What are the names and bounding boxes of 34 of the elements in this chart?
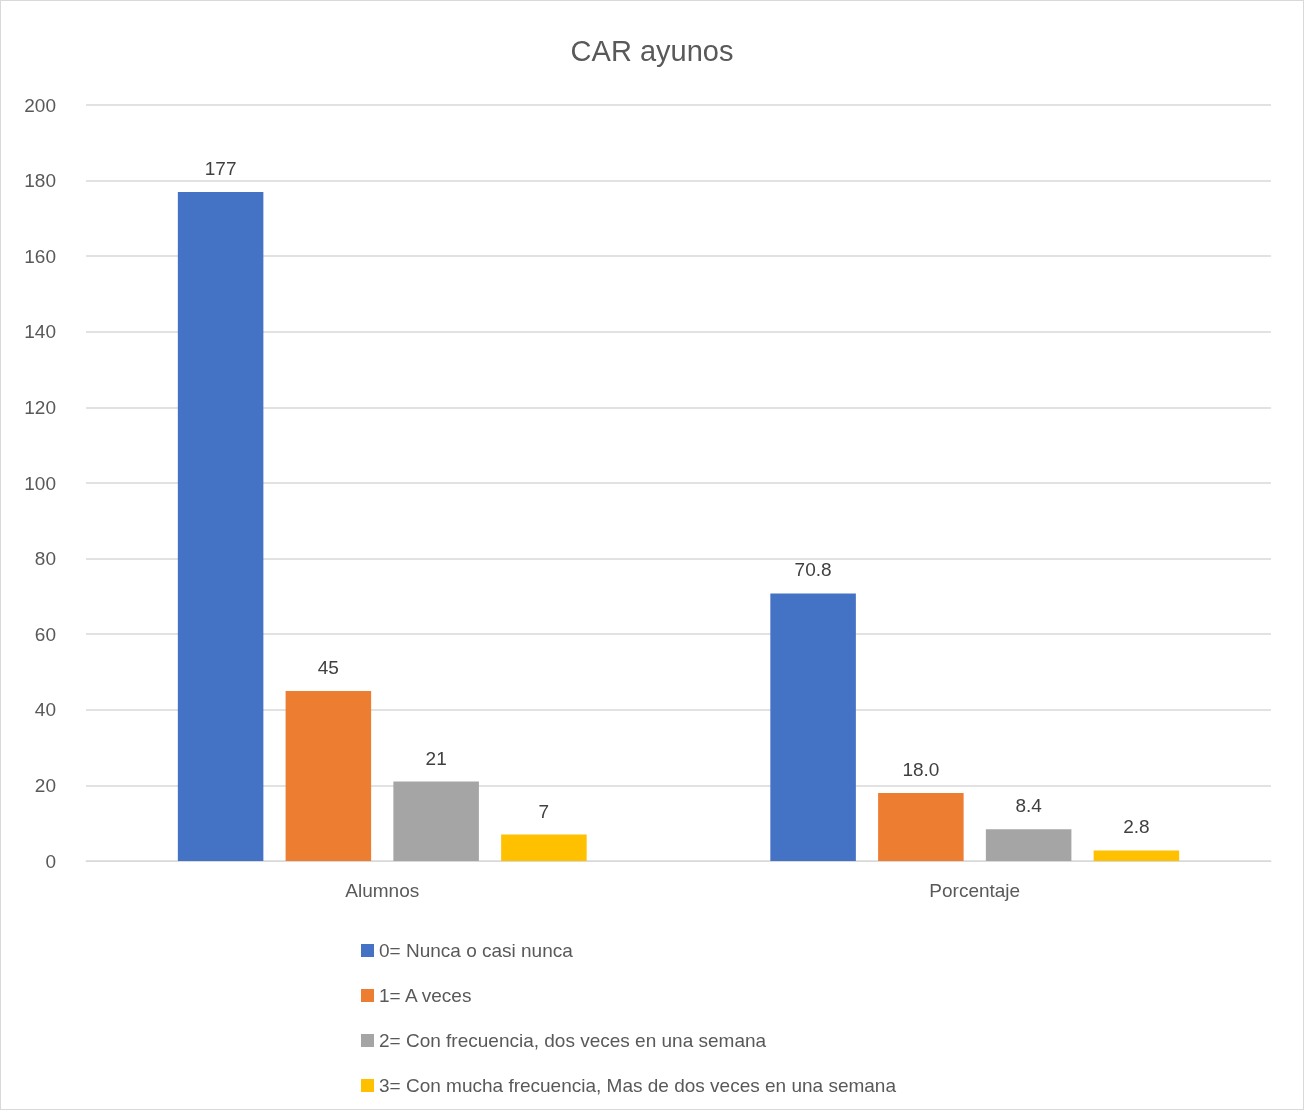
y-tick-label: 100	[24, 472, 56, 494]
legend-label: 0= Nunca o casi nunca	[379, 940, 574, 961]
data-label: 8.4	[1015, 795, 1043, 817]
data-label: 21	[425, 747, 447, 769]
data-label: 45	[317, 656, 339, 678]
bar	[1093, 850, 1180, 861]
y-tick-label: 60	[34, 623, 56, 645]
bar	[770, 593, 856, 861]
y-tick-label: 0	[45, 850, 56, 872]
y-tick-label: 80	[34, 548, 56, 570]
y-tick-label: 140	[24, 321, 56, 343]
y-tick-label: 120	[24, 396, 56, 418]
bar	[985, 829, 1072, 861]
chart-title: CAR ayunos	[570, 34, 734, 67]
y-tick-label: 200	[24, 94, 56, 116]
data-label: 7	[538, 800, 550, 822]
data-label: 2.8	[1123, 816, 1150, 838]
legend-label: 3= Con mucha frecuencia, Mas de dos veces en una semana	[379, 1075, 897, 1096]
legend-label: 1= A veces	[379, 985, 472, 1006]
y-tick-label: 180	[24, 170, 56, 192]
bar	[501, 834, 587, 861]
bar	[393, 781, 479, 861]
bar	[285, 690, 372, 861]
y-tick-label: 20	[34, 774, 56, 796]
y-tick-label: 40	[34, 699, 56, 721]
data-label: 18.0	[902, 758, 940, 780]
bar	[878, 792, 964, 861]
x-tick-label: Alumnos	[345, 880, 420, 901]
x-tick-label: Porcentaje	[929, 880, 1021, 901]
legend-label: 2= Con frecuencia, dos veces en una semana	[379, 1030, 767, 1051]
data-label: 177	[204, 157, 237, 179]
bar	[177, 191, 264, 861]
y-tick-label: 160	[24, 245, 56, 267]
data-label: 70.8	[794, 559, 832, 581]
